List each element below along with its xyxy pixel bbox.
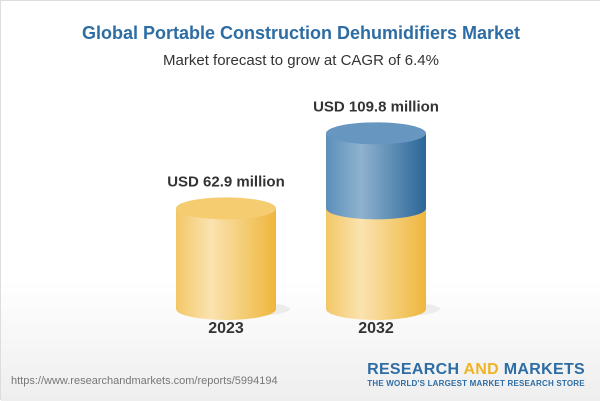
cylinder-base-segment [326, 208, 426, 320]
source-url[interactable]: https://www.researchandmarkets.com/repor… [11, 375, 278, 387]
category-label: 2032 [358, 320, 394, 337]
cylinder-top [176, 197, 276, 220]
data-label: USD 62.9 million [167, 173, 285, 190]
research-and-markets-logo: RESEARCH AND MARKETS THE WORLD'S LARGEST… [367, 361, 585, 388]
chart-title: Global Portable Construction Dehumidifie… [81, 23, 521, 43]
category-label: 2023 [208, 320, 244, 337]
data-label: USD 109.8 million [313, 98, 439, 115]
cylinder-growth-segment [326, 133, 426, 220]
cylinder-top [326, 122, 426, 145]
chart-subtitle: Market forecast to grow at CAGR of 6.4% [163, 52, 439, 69]
cylinder-base-segment [176, 208, 276, 320]
